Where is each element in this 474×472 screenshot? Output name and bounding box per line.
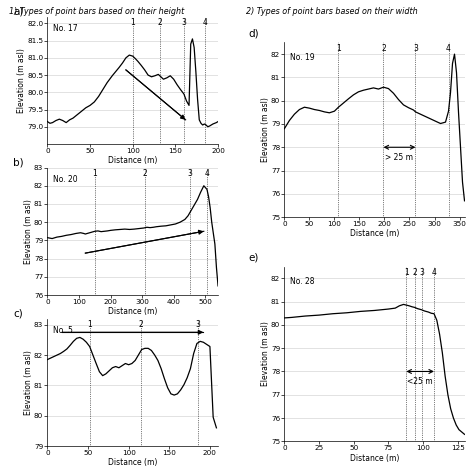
Y-axis label: Elevation (m asl): Elevation (m asl) [24, 350, 33, 415]
Text: e): e) [248, 253, 259, 263]
Text: 3: 3 [182, 18, 186, 27]
Text: 2: 2 [143, 169, 148, 178]
Text: 4: 4 [446, 44, 451, 53]
X-axis label: Distance (m): Distance (m) [108, 307, 157, 316]
Y-axis label: Elevation (m asl): Elevation (m asl) [261, 321, 270, 387]
Text: d): d) [248, 28, 259, 39]
Text: No. 28: No. 28 [290, 277, 314, 286]
Y-axis label: Elevation (m asl): Elevation (m asl) [17, 48, 26, 113]
Text: 1: 1 [87, 320, 92, 329]
Text: 3: 3 [187, 169, 192, 178]
Text: 2: 2 [412, 269, 417, 278]
Y-axis label: Elevation (m asl): Elevation (m asl) [24, 199, 33, 264]
Text: 3: 3 [419, 269, 424, 278]
Text: 1: 1 [130, 18, 135, 27]
Text: 1: 1 [336, 44, 341, 53]
X-axis label: Distance (m): Distance (m) [350, 454, 399, 463]
Text: 4: 4 [432, 269, 437, 278]
Text: No. 19: No. 19 [290, 53, 314, 62]
Text: 2: 2 [381, 44, 386, 53]
X-axis label: Distance (m): Distance (m) [108, 156, 157, 165]
Text: 3: 3 [195, 320, 200, 329]
Text: No. 5: No. 5 [53, 326, 73, 335]
Text: > 25 m: > 25 m [385, 152, 413, 161]
Text: a): a) [13, 6, 24, 17]
Text: 2: 2 [138, 320, 143, 329]
Text: <25 m: <25 m [407, 377, 433, 386]
X-axis label: Distance (m): Distance (m) [350, 229, 399, 238]
X-axis label: Distance (m): Distance (m) [108, 458, 157, 467]
Text: c): c) [13, 308, 23, 319]
Text: 1: 1 [404, 269, 409, 278]
Text: No. 20: No. 20 [53, 175, 77, 184]
Text: 1) Types of point bars based on their height: 1) Types of point bars based on their he… [9, 7, 185, 16]
Text: No. 17: No. 17 [53, 24, 77, 33]
Text: 2) Types of point bars based on their width: 2) Types of point bars based on their wi… [246, 7, 418, 16]
Text: 3: 3 [413, 44, 418, 53]
Text: 4: 4 [205, 169, 210, 178]
Text: b): b) [13, 157, 24, 168]
Y-axis label: Elevation (m asl): Elevation (m asl) [261, 97, 270, 162]
Text: 2: 2 [158, 18, 163, 27]
Text: 1: 1 [92, 169, 97, 178]
Text: 4: 4 [203, 18, 208, 27]
